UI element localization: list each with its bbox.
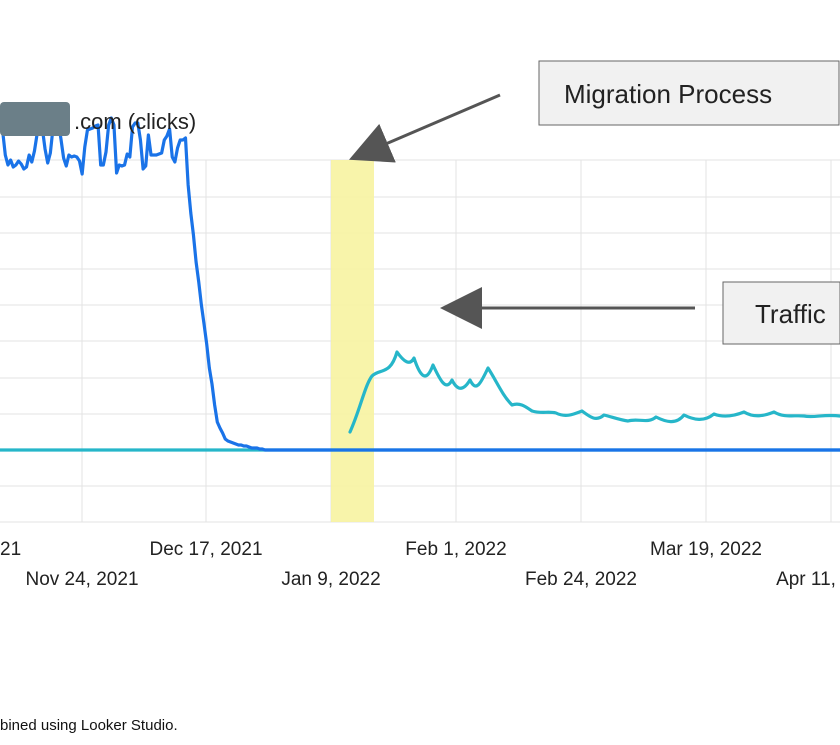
callout-text-traffic: Traffic (755, 299, 826, 329)
callout-box-traffic (722, 281, 840, 345)
migration-highlight (331, 160, 374, 522)
x-tick-label-upper: Mar 19, 2022 (650, 539, 762, 560)
x-tick-label-lower: Nov 24, 2021 (25, 569, 138, 590)
callout-text-migration: Migration Process (564, 79, 772, 109)
x-tick-label-lower: Apr 11, (776, 569, 836, 590)
series-line-1 (0, 116, 840, 452)
x-tick-label-lower: Jan 9, 2022 (281, 569, 380, 590)
arrow-migration (348, 93, 501, 163)
x-tick-label-upper: Feb 1, 2022 (405, 539, 506, 560)
series-line-2-post (348, 350, 840, 434)
legend-redaction (0, 102, 70, 136)
footer-text: bined using Looker Studio. (0, 717, 178, 734)
x-tick-label-lower: Feb 24, 2022 (525, 569, 637, 590)
legend-label: .com (clicks) (74, 109, 196, 134)
callout-box-migration (538, 60, 840, 126)
x-tick-label-upper: 21 (0, 539, 21, 560)
x-tick-label-upper: Dec 17, 2021 (149, 539, 262, 560)
